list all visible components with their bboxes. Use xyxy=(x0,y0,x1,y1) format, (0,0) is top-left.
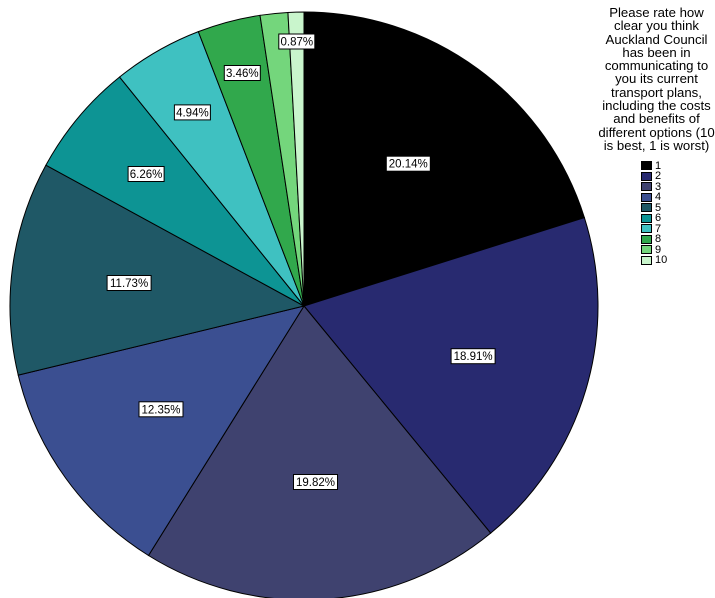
legend-swatch xyxy=(641,245,652,255)
legend-label: 3 xyxy=(655,180,662,193)
data-label-box xyxy=(293,474,338,490)
legend-swatch xyxy=(641,234,652,244)
data-label-text: 18.91% xyxy=(454,351,493,363)
pie-data-labels: 20.14% 18.91% 19.82% 12.35% 11.73% 6.26% 4.94%… xyxy=(106,33,496,490)
data-label-10: 0.87% xyxy=(278,33,316,50)
pie-slice-3 xyxy=(147,305,492,598)
data-label-box xyxy=(385,155,431,172)
pie-plot-area: 20.14% 18.91% 19.82% 12.35% 11.73% 6.26% 4.94%… xyxy=(9,11,599,598)
data-label-7: 4.94% xyxy=(173,104,211,121)
legend: Please rate how clear you think Auckland… xyxy=(598,5,715,267)
data-label-text: 4.94% xyxy=(176,107,209,119)
legend-label: 1 xyxy=(655,159,662,172)
legend-swatch xyxy=(641,213,652,223)
legend-item-6: 6 xyxy=(641,212,715,225)
pie-slice-1 xyxy=(303,11,586,307)
legend-swatch xyxy=(641,224,652,234)
data-label-box xyxy=(127,166,165,182)
legend-label: 6 xyxy=(655,212,662,225)
data-label-box xyxy=(138,401,184,418)
data-label-text: 12.35% xyxy=(141,404,180,416)
legend-item-8: 8 xyxy=(641,233,715,246)
data-label-box xyxy=(278,33,316,50)
legend-items: 1 2 3 4 5 6 7 8 9 10 xyxy=(641,159,715,267)
legend-label: 8 xyxy=(655,233,662,246)
legend-label: 5 xyxy=(655,201,662,214)
pie-slice-2 xyxy=(303,216,599,534)
data-label-text: 3.46% xyxy=(226,68,259,80)
data-label-text: 20.14% xyxy=(389,159,428,171)
data-label-4: 12.35% xyxy=(138,401,184,418)
legend-swatch xyxy=(641,182,652,192)
legend-swatch xyxy=(641,203,652,213)
data-label-5: 11.73% xyxy=(106,275,152,291)
legend-label: 9 xyxy=(655,243,662,256)
data-label-box xyxy=(223,65,261,81)
legend-swatch xyxy=(641,171,652,181)
legend-label: 7 xyxy=(655,222,662,235)
legend-swatch xyxy=(641,161,652,171)
data-label-box xyxy=(173,104,211,121)
data-label-box xyxy=(450,348,496,365)
legend-item-10: 10 xyxy=(641,254,715,267)
legend-label: 10 xyxy=(655,254,668,267)
pie-slice-10 xyxy=(287,11,305,307)
legend-label: 2 xyxy=(655,170,662,183)
legend-title: Please rate how clear you think Auckland… xyxy=(598,5,715,153)
pie-slice-6 xyxy=(45,76,305,307)
legend-item-3: 3 xyxy=(641,180,715,193)
pie-slice-5 xyxy=(9,164,306,376)
data-label-text: 19.82% xyxy=(296,477,335,489)
data-label-box xyxy=(106,275,152,291)
data-label-text: 0.87% xyxy=(280,37,313,49)
data-label-2: 18.91% xyxy=(450,348,496,365)
data-label-text: 11.73% xyxy=(110,278,148,290)
data-label-text: 6.26% xyxy=(130,169,163,181)
pie-slices xyxy=(9,11,599,598)
legend-swatch xyxy=(641,255,652,265)
pie-slice-4 xyxy=(17,305,306,557)
legend-item-5: 5 xyxy=(641,201,715,214)
data-label-6: 6.26% xyxy=(127,166,165,182)
legend-label: 4 xyxy=(655,191,662,204)
legend-item-1: 1 xyxy=(641,159,715,172)
legend-item-2: 2 xyxy=(641,170,715,183)
legend-item-7: 7 xyxy=(641,222,715,235)
legend-swatch xyxy=(641,192,652,202)
legend-item-4: 4 xyxy=(641,191,715,204)
legend-item-9: 9 xyxy=(641,243,715,256)
data-label-8: 3.46% xyxy=(223,65,261,81)
data-label-1: 20.14% xyxy=(385,155,431,172)
data-label-3: 19.82% xyxy=(293,474,338,490)
